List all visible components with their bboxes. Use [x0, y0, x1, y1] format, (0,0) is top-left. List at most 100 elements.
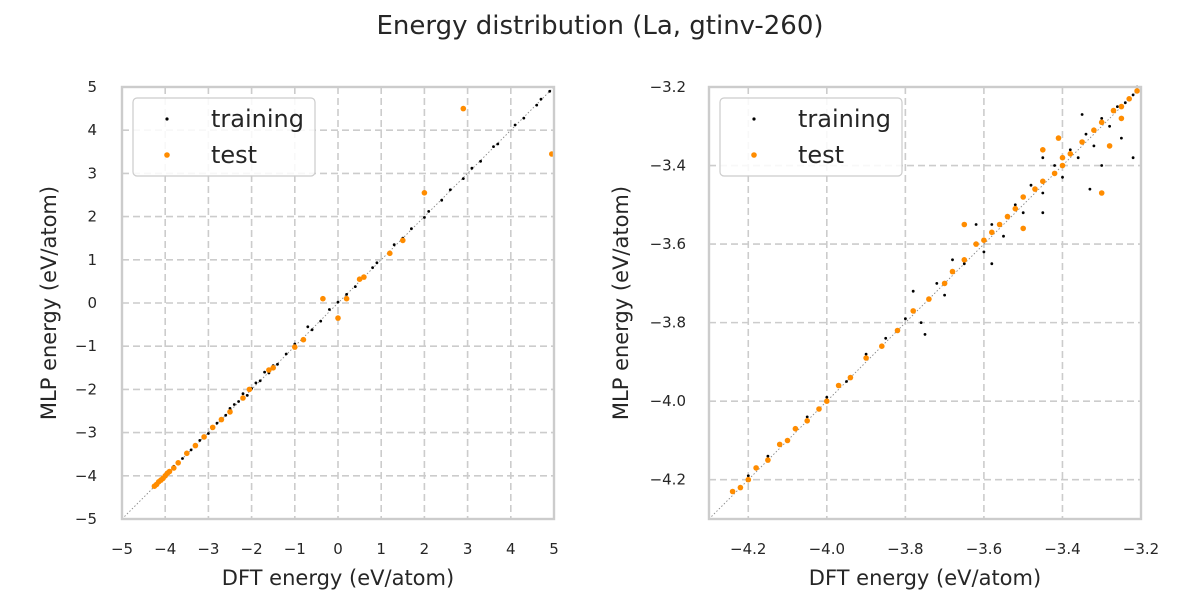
- y-tick-label: 2: [87, 208, 97, 226]
- test-point: [1055, 135, 1062, 141]
- training-point: [923, 333, 927, 336]
- training-point: [962, 262, 966, 266]
- test-point: [387, 250, 393, 257]
- test-point: [863, 355, 869, 361]
- training-point: [1092, 144, 1096, 148]
- training-point: [215, 421, 219, 425]
- y-tick-label: −2: [75, 380, 97, 398]
- training-point: [982, 250, 986, 254]
- test-point: [192, 442, 199, 449]
- legend-label-training: training: [211, 105, 304, 133]
- training-point: [1084, 132, 1088, 136]
- training-point: [198, 439, 202, 442]
- training-point: [181, 457, 184, 460]
- test-point: [792, 425, 799, 432]
- test-point: [910, 308, 916, 314]
- test-point: [421, 190, 428, 196]
- x-tick-label: −5: [111, 540, 133, 558]
- test-point: [1032, 186, 1038, 192]
- y-tick-label: 0: [87, 294, 97, 312]
- test-point: [1020, 225, 1026, 232]
- test-point: [400, 237, 406, 244]
- test-point: [1134, 88, 1140, 94]
- training-point: [951, 258, 954, 262]
- test-point: [335, 315, 341, 321]
- training-point: [1021, 211, 1025, 215]
- training-point: [284, 352, 288, 356]
- test-point: [765, 457, 771, 463]
- training-point: [371, 266, 374, 269]
- x-tick-label: −2: [241, 540, 263, 558]
- legend-marker-test: [164, 152, 170, 158]
- x-tick-label: −3: [197, 540, 219, 558]
- test-point: [1004, 213, 1011, 220]
- training-point: [990, 262, 994, 266]
- training-point: [237, 400, 241, 403]
- training-point: [1100, 117, 1104, 120]
- test-point: [1098, 190, 1105, 196]
- training-point: [513, 123, 517, 127]
- training-point: [258, 379, 262, 383]
- training-point: [1108, 124, 1111, 128]
- x-axis-label: DFT energy (eV/atom): [809, 566, 1041, 590]
- training-point: [440, 198, 444, 202]
- x-axis-label: DFT energy (eV/atom): [222, 566, 454, 590]
- training-point: [746, 474, 750, 478]
- training-point: [919, 321, 923, 324]
- test-point: [894, 327, 901, 334]
- test-point: [996, 221, 1003, 228]
- training-point: [990, 223, 994, 226]
- axes-frame: [120, 85, 556, 521]
- training-point: [535, 103, 539, 107]
- axes-frame: [707, 85, 1143, 521]
- training-point: [254, 381, 258, 385]
- test-point: [460, 105, 467, 112]
- legend-label-test: test: [211, 141, 257, 169]
- y-tick-label: −1: [75, 337, 97, 355]
- series-training: [746, 85, 1139, 478]
- training-point: [522, 116, 526, 120]
- training-point: [496, 142, 500, 146]
- training-point: [1131, 156, 1135, 160]
- training-point: [935, 282, 939, 285]
- y-tick-label: 4: [87, 121, 97, 139]
- y-tick-label: −4: [75, 467, 97, 485]
- training-point: [1088, 187, 1092, 191]
- chart-panel-right: −4.2 −4.0 −3.8 −3.6 −3.4 −3.2 −4.2 −4.0 −3.8 −3.6…: [609, 78, 1159, 590]
- y-tick-label: −4.0: [650, 392, 686, 410]
- test-point: [835, 382, 842, 389]
- y-tick-label: −3.8: [650, 314, 686, 332]
- test-point: [184, 450, 190, 457]
- test-point: [356, 276, 363, 283]
- x-tick-label: 4: [506, 540, 516, 558]
- test-point: [1091, 127, 1097, 133]
- test-point: [776, 441, 783, 448]
- test-point: [1118, 115, 1125, 122]
- training-point: [232, 403, 236, 406]
- training-point: [423, 216, 426, 219]
- training-point: [1076, 156, 1080, 160]
- training-point: [1116, 105, 1119, 108]
- training-point: [539, 97, 543, 101]
- series-test: [729, 88, 1140, 495]
- training-point: [241, 392, 245, 396]
- test-point: [1079, 139, 1085, 145]
- test-point: [961, 221, 968, 228]
- training-point: [276, 362, 279, 366]
- test-point: [745, 476, 752, 483]
- legend-label-test: test: [798, 141, 844, 169]
- x-tick-label: 1: [376, 540, 386, 558]
- training-point: [1041, 211, 1045, 215]
- test-point: [729, 488, 736, 495]
- test-point: [847, 374, 854, 381]
- training-point: [492, 145, 495, 149]
- training-point: [943, 293, 946, 297]
- x-tick-label: −3.4: [1044, 540, 1080, 558]
- y-tick-label: −5: [75, 510, 97, 528]
- test-point: [175, 460, 181, 466]
- training-point: [548, 89, 552, 93]
- training-point: [427, 210, 431, 213]
- training-point: [345, 293, 348, 296]
- training-point: [392, 243, 396, 247]
